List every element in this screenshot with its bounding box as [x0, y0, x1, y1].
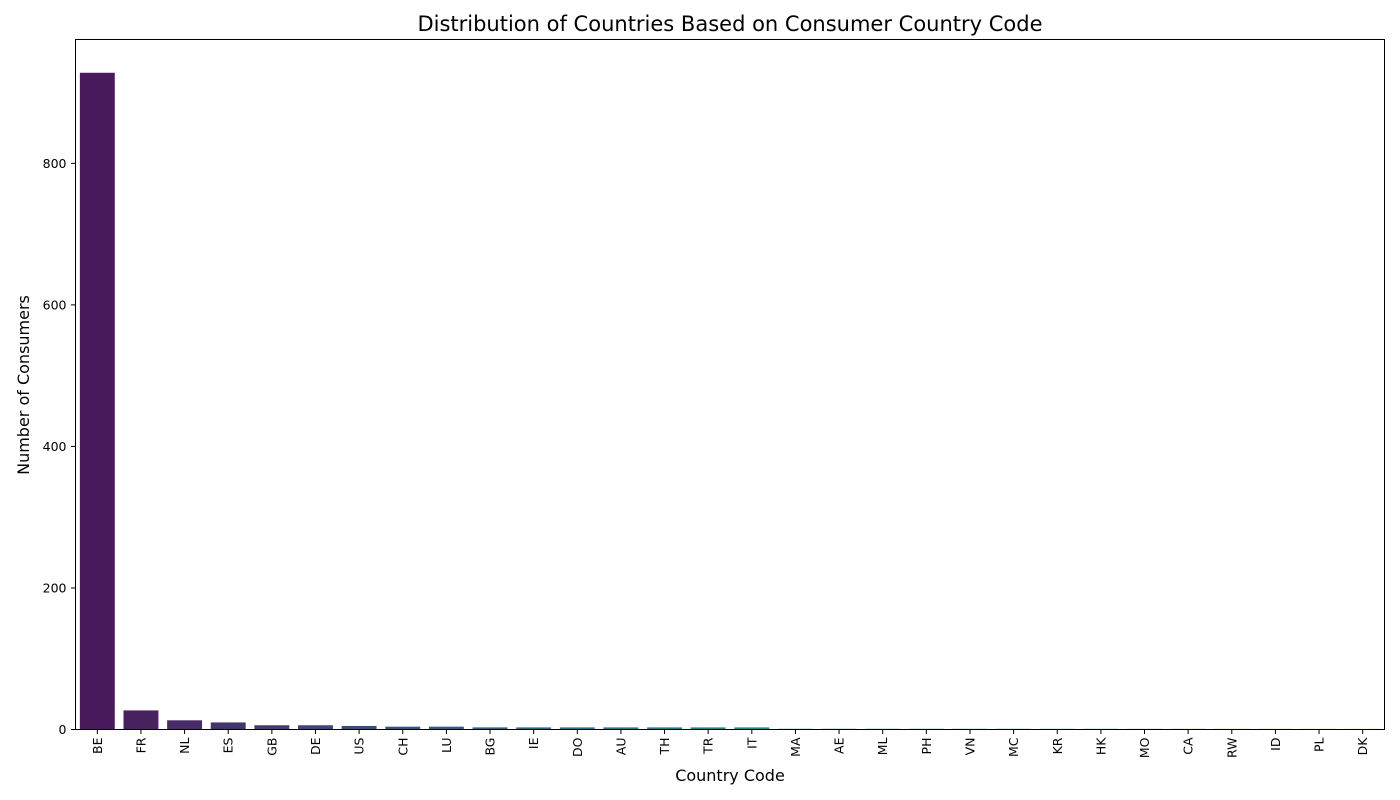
y-tick-label-0: 0: [59, 722, 67, 737]
bar-th: [647, 727, 683, 730]
bar-us: [341, 725, 377, 730]
y-axis-ticks: 0 200 400 600 800: [43, 156, 76, 737]
bar-ch: [385, 726, 421, 730]
x-tick-label-ch: CH: [395, 738, 410, 756]
y-tick-label-800: 800: [43, 156, 67, 171]
bar-de: [298, 725, 333, 730]
bar-ie: [516, 727, 552, 730]
x-tick-label-ie: IE: [526, 737, 541, 749]
bar-tr: [690, 727, 726, 730]
x-tick-label-us: US: [352, 737, 367, 754]
bar-lu: [428, 726, 464, 730]
x-tick-label-be: BE: [90, 737, 105, 754]
x-tick-label-id: ID: [1268, 738, 1283, 751]
x-tick-label-gb: GB: [264, 738, 279, 756]
chart-title: Distribution of Countries Based on Consu…: [417, 12, 1042, 36]
bars-group: [79, 72, 1381, 730]
x-tick-label-ml: ML: [875, 737, 890, 755]
bar-fr: [123, 710, 159, 730]
x-tick-label-rw: RW: [1224, 738, 1239, 759]
bar-it: [734, 727, 770, 730]
x-tick-label-fr: FR: [133, 737, 148, 753]
x-tick-label-dk: DK: [1355, 737, 1370, 756]
bar-bg: [472, 727, 508, 730]
y-axis-label: Number of Consumers: [14, 295, 33, 475]
x-axis-ticks: BE FR NL ES GB DE US CH LU BG IE DO AU TH TR IT MA AE ML PH…: [90, 729, 1370, 759]
x-tick-label-de: DE: [308, 737, 323, 755]
bar-au: [603, 727, 639, 730]
bar-do: [559, 727, 595, 730]
x-tick-label-do: DO: [570, 737, 585, 757]
x-tick-label-tr: TR: [701, 737, 716, 755]
x-tick-label-ca: CA: [1181, 737, 1196, 755]
x-tick-label-pl: PL: [1312, 737, 1327, 752]
plot-frame: [75, 39, 1385, 730]
bar-es: [210, 722, 246, 730]
x-tick-label-ae: AE: [832, 737, 847, 754]
bar-be: [79, 72, 115, 730]
x-axis-label: Country Code: [675, 766, 785, 785]
bar-nl: [167, 720, 203, 730]
x-tick-label-es: ES: [221, 737, 236, 753]
bar-gb: [254, 725, 290, 730]
y-tick-label-600: 600: [43, 297, 67, 312]
x-tick-label-vn: VN: [962, 738, 977, 756]
x-tick-label-kr: KR: [1050, 737, 1065, 754]
x-tick-label-ma: MA: [788, 737, 803, 757]
y-tick-label-400: 400: [43, 439, 67, 454]
x-tick-label-it: IT: [744, 737, 759, 749]
x-tick-label-mo: MO: [1137, 737, 1152, 758]
x-tick-label-nl: NL: [177, 737, 192, 753]
x-tick-label-au: AU: [613, 738, 628, 756]
x-tick-label-lu: LU: [439, 738, 454, 754]
x-tick-label-mc: MC: [1006, 737, 1021, 757]
y-tick-label-200: 200: [43, 580, 67, 595]
x-tick-label-ph: PH: [919, 738, 934, 755]
x-tick-label-hk: HK: [1093, 737, 1108, 755]
x-tick-label-th: TH: [657, 738, 672, 756]
x-tick-label-bg: BG: [483, 738, 498, 756]
